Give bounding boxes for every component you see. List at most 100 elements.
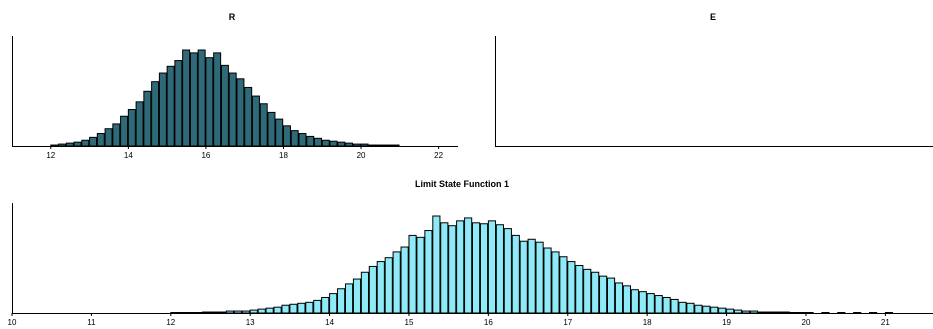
histogram-bar bbox=[104, 128, 113, 147]
histogram-bar bbox=[527, 238, 536, 314]
histogram-bar bbox=[81, 139, 90, 147]
histogram-bar bbox=[65, 142, 74, 147]
histogram-bar bbox=[112, 123, 121, 147]
histogram-bar bbox=[290, 130, 299, 147]
histogram-bar bbox=[352, 143, 361, 147]
histogram-bar bbox=[392, 251, 401, 314]
x-tick-label: 17 bbox=[563, 318, 572, 327]
histogram-bar bbox=[710, 306, 719, 314]
histogram-bar bbox=[416, 236, 425, 314]
panel-lsf: Limit State Function 1 10 11 12 13 14 15 16 17 1… bbox=[8, 179, 933, 327]
x-tick-label: 18 bbox=[279, 151, 288, 160]
histogram-bar bbox=[694, 304, 703, 314]
histogram-bar bbox=[479, 223, 489, 314]
histogram-bar bbox=[368, 265, 377, 314]
histogram-bar bbox=[781, 311, 790, 314]
histogram-bar bbox=[646, 293, 655, 314]
histogram-bar bbox=[337, 141, 346, 147]
x-tick-label: 16 bbox=[484, 318, 493, 327]
histogram-bar bbox=[511, 234, 520, 314]
histogram-bar bbox=[383, 144, 392, 147]
histogram-bar bbox=[686, 302, 695, 314]
histogram-bar bbox=[519, 240, 528, 314]
histogram-bar bbox=[228, 72, 237, 147]
histogram-bar bbox=[360, 143, 369, 147]
panel-r: R 12 14 16 18 20 22 bbox=[12, 12, 458, 160]
panel-r-title: R bbox=[229, 12, 236, 22]
histogram-bar bbox=[734, 309, 743, 314]
histogram-bar bbox=[765, 311, 774, 314]
histogram-bar bbox=[368, 144, 377, 147]
histogram-bar bbox=[344, 283, 354, 314]
histogram-bar bbox=[551, 251, 560, 314]
histogram-bar bbox=[718, 307, 727, 314]
histogram-bar bbox=[249, 309, 258, 314]
histogram-bar bbox=[654, 295, 663, 314]
panel-r-ticks: 12 14 16 18 20 22 bbox=[46, 146, 444, 160]
histogram-bar bbox=[205, 57, 214, 147]
histogram-bar bbox=[281, 304, 290, 314]
histogram-bar bbox=[151, 81, 160, 147]
x-tick-label: 14 bbox=[124, 151, 133, 160]
x-tick-label: 12 bbox=[46, 151, 55, 160]
histogram-bar bbox=[73, 141, 82, 147]
histogram-bar bbox=[329, 293, 338, 314]
histogram-bar bbox=[559, 256, 568, 314]
histogram-bar bbox=[408, 234, 417, 314]
histogram-bar bbox=[241, 310, 250, 314]
histogram-bar bbox=[741, 310, 751, 314]
histogram-bar bbox=[622, 285, 631, 314]
histogram-bar bbox=[424, 230, 433, 314]
histogram-bar bbox=[213, 52, 222, 147]
histogram-bar bbox=[166, 65, 175, 147]
histogram-bar bbox=[376, 144, 385, 147]
histogram-bar bbox=[440, 222, 449, 314]
panel-lsf-bars bbox=[170, 215, 894, 314]
histogram-bar bbox=[360, 271, 369, 314]
histogram-bar bbox=[543, 247, 552, 314]
panel-e: E bbox=[495, 12, 933, 147]
histogram-bar bbox=[289, 303, 298, 314]
histogram-bar bbox=[583, 268, 592, 314]
histogram-bar bbox=[376, 261, 385, 314]
panel-lsf-ticks: 10 11 12 13 14 15 16 17 18 19 20 21 bbox=[8, 313, 890, 327]
histogram-bar bbox=[757, 311, 766, 314]
histogram-bar bbox=[236, 78, 245, 147]
panel-r-bars bbox=[50, 49, 400, 147]
panel-e-title: E bbox=[710, 12, 716, 22]
histogram-bar bbox=[773, 311, 782, 314]
histogram-bar bbox=[638, 291, 647, 314]
histogram-bar bbox=[182, 49, 191, 147]
histogram-bar bbox=[599, 275, 608, 314]
histogram-bar bbox=[487, 220, 497, 314]
histogram-bar bbox=[297, 302, 306, 314]
histogram-bar bbox=[329, 140, 338, 147]
x-tick-label: 22 bbox=[434, 151, 443, 160]
histogram-bar bbox=[400, 246, 409, 314]
histogram-bar bbox=[233, 310, 242, 314]
x-tick-label: 13 bbox=[246, 318, 255, 327]
histogram-bar bbox=[58, 143, 67, 147]
histogram-bar bbox=[305, 301, 314, 314]
histogram-bar bbox=[702, 305, 711, 314]
histogram-bar bbox=[503, 228, 512, 314]
x-tick-label: 10 bbox=[8, 318, 17, 327]
histogram-bar bbox=[321, 296, 330, 314]
histogram-bar bbox=[567, 261, 576, 314]
x-tick-label: 15 bbox=[405, 318, 414, 327]
histogram-bar bbox=[96, 133, 105, 147]
histogram-bar bbox=[306, 135, 315, 147]
histogram-bar bbox=[217, 311, 227, 314]
histogram-bar bbox=[432, 215, 441, 314]
histogram-bar bbox=[678, 301, 687, 314]
x-tick-label: 18 bbox=[643, 318, 652, 327]
histogram-bar bbox=[337, 288, 346, 314]
x-tick-label: 20 bbox=[357, 151, 366, 160]
histogram-bar bbox=[591, 271, 600, 314]
histogram-bar bbox=[259, 103, 268, 147]
histogram-bar bbox=[174, 60, 183, 147]
histogram-bar bbox=[670, 298, 679, 314]
histogram-bar bbox=[535, 241, 544, 314]
histogram-bar bbox=[456, 220, 465, 314]
histogram-bar bbox=[135, 101, 144, 147]
